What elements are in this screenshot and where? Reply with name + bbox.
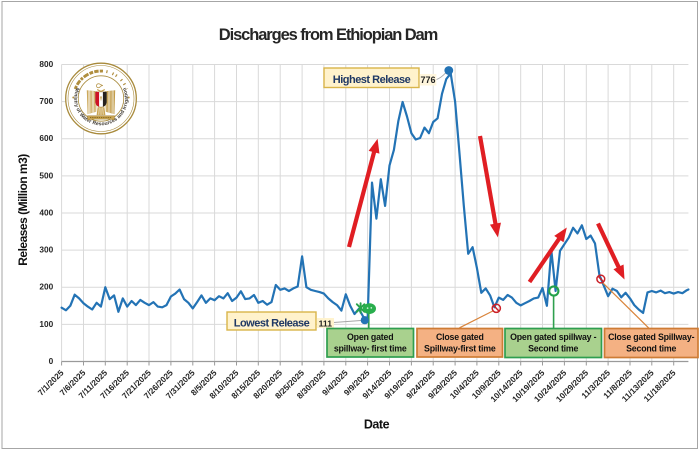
svg-text:111: 111 <box>319 319 333 329</box>
svg-text:700: 700 <box>39 96 53 106</box>
svg-text:Second time: Second time <box>528 344 578 354</box>
svg-text:500: 500 <box>39 170 53 180</box>
svg-text:200: 200 <box>39 282 53 292</box>
svg-text:776: 776 <box>420 75 435 85</box>
svg-text:Close gated Spillway-: Close gated Spillway- <box>608 332 695 342</box>
svg-text:Date: Date <box>364 418 390 432</box>
svg-text:Highest Release: Highest Release <box>333 74 411 86</box>
svg-text:Second time: Second time <box>626 344 676 354</box>
svg-text:300: 300 <box>39 245 53 255</box>
svg-text:600: 600 <box>39 133 53 143</box>
svg-text:Open gated spillway -: Open gated spillway - <box>510 332 597 342</box>
svg-text:Releases (Million m3): Releases (Million m3) <box>16 154 30 266</box>
svg-text:Open gated: Open gated <box>347 332 393 342</box>
svg-text:100: 100 <box>39 319 53 329</box>
svg-text:400: 400 <box>39 207 53 217</box>
svg-text:Close gated: Close gated <box>436 332 484 342</box>
svg-text:Spillway-first time: Spillway-first time <box>424 344 496 354</box>
svg-text:spillway- first time: spillway- first time <box>334 344 407 354</box>
svg-text:Lowest Release: Lowest Release <box>234 317 310 329</box>
svg-text:800: 800 <box>39 59 53 69</box>
svg-text:0: 0 <box>49 356 54 366</box>
svg-text:Discharges from Ethiopian Dam: Discharges from Ethiopian Dam <box>219 26 438 44</box>
